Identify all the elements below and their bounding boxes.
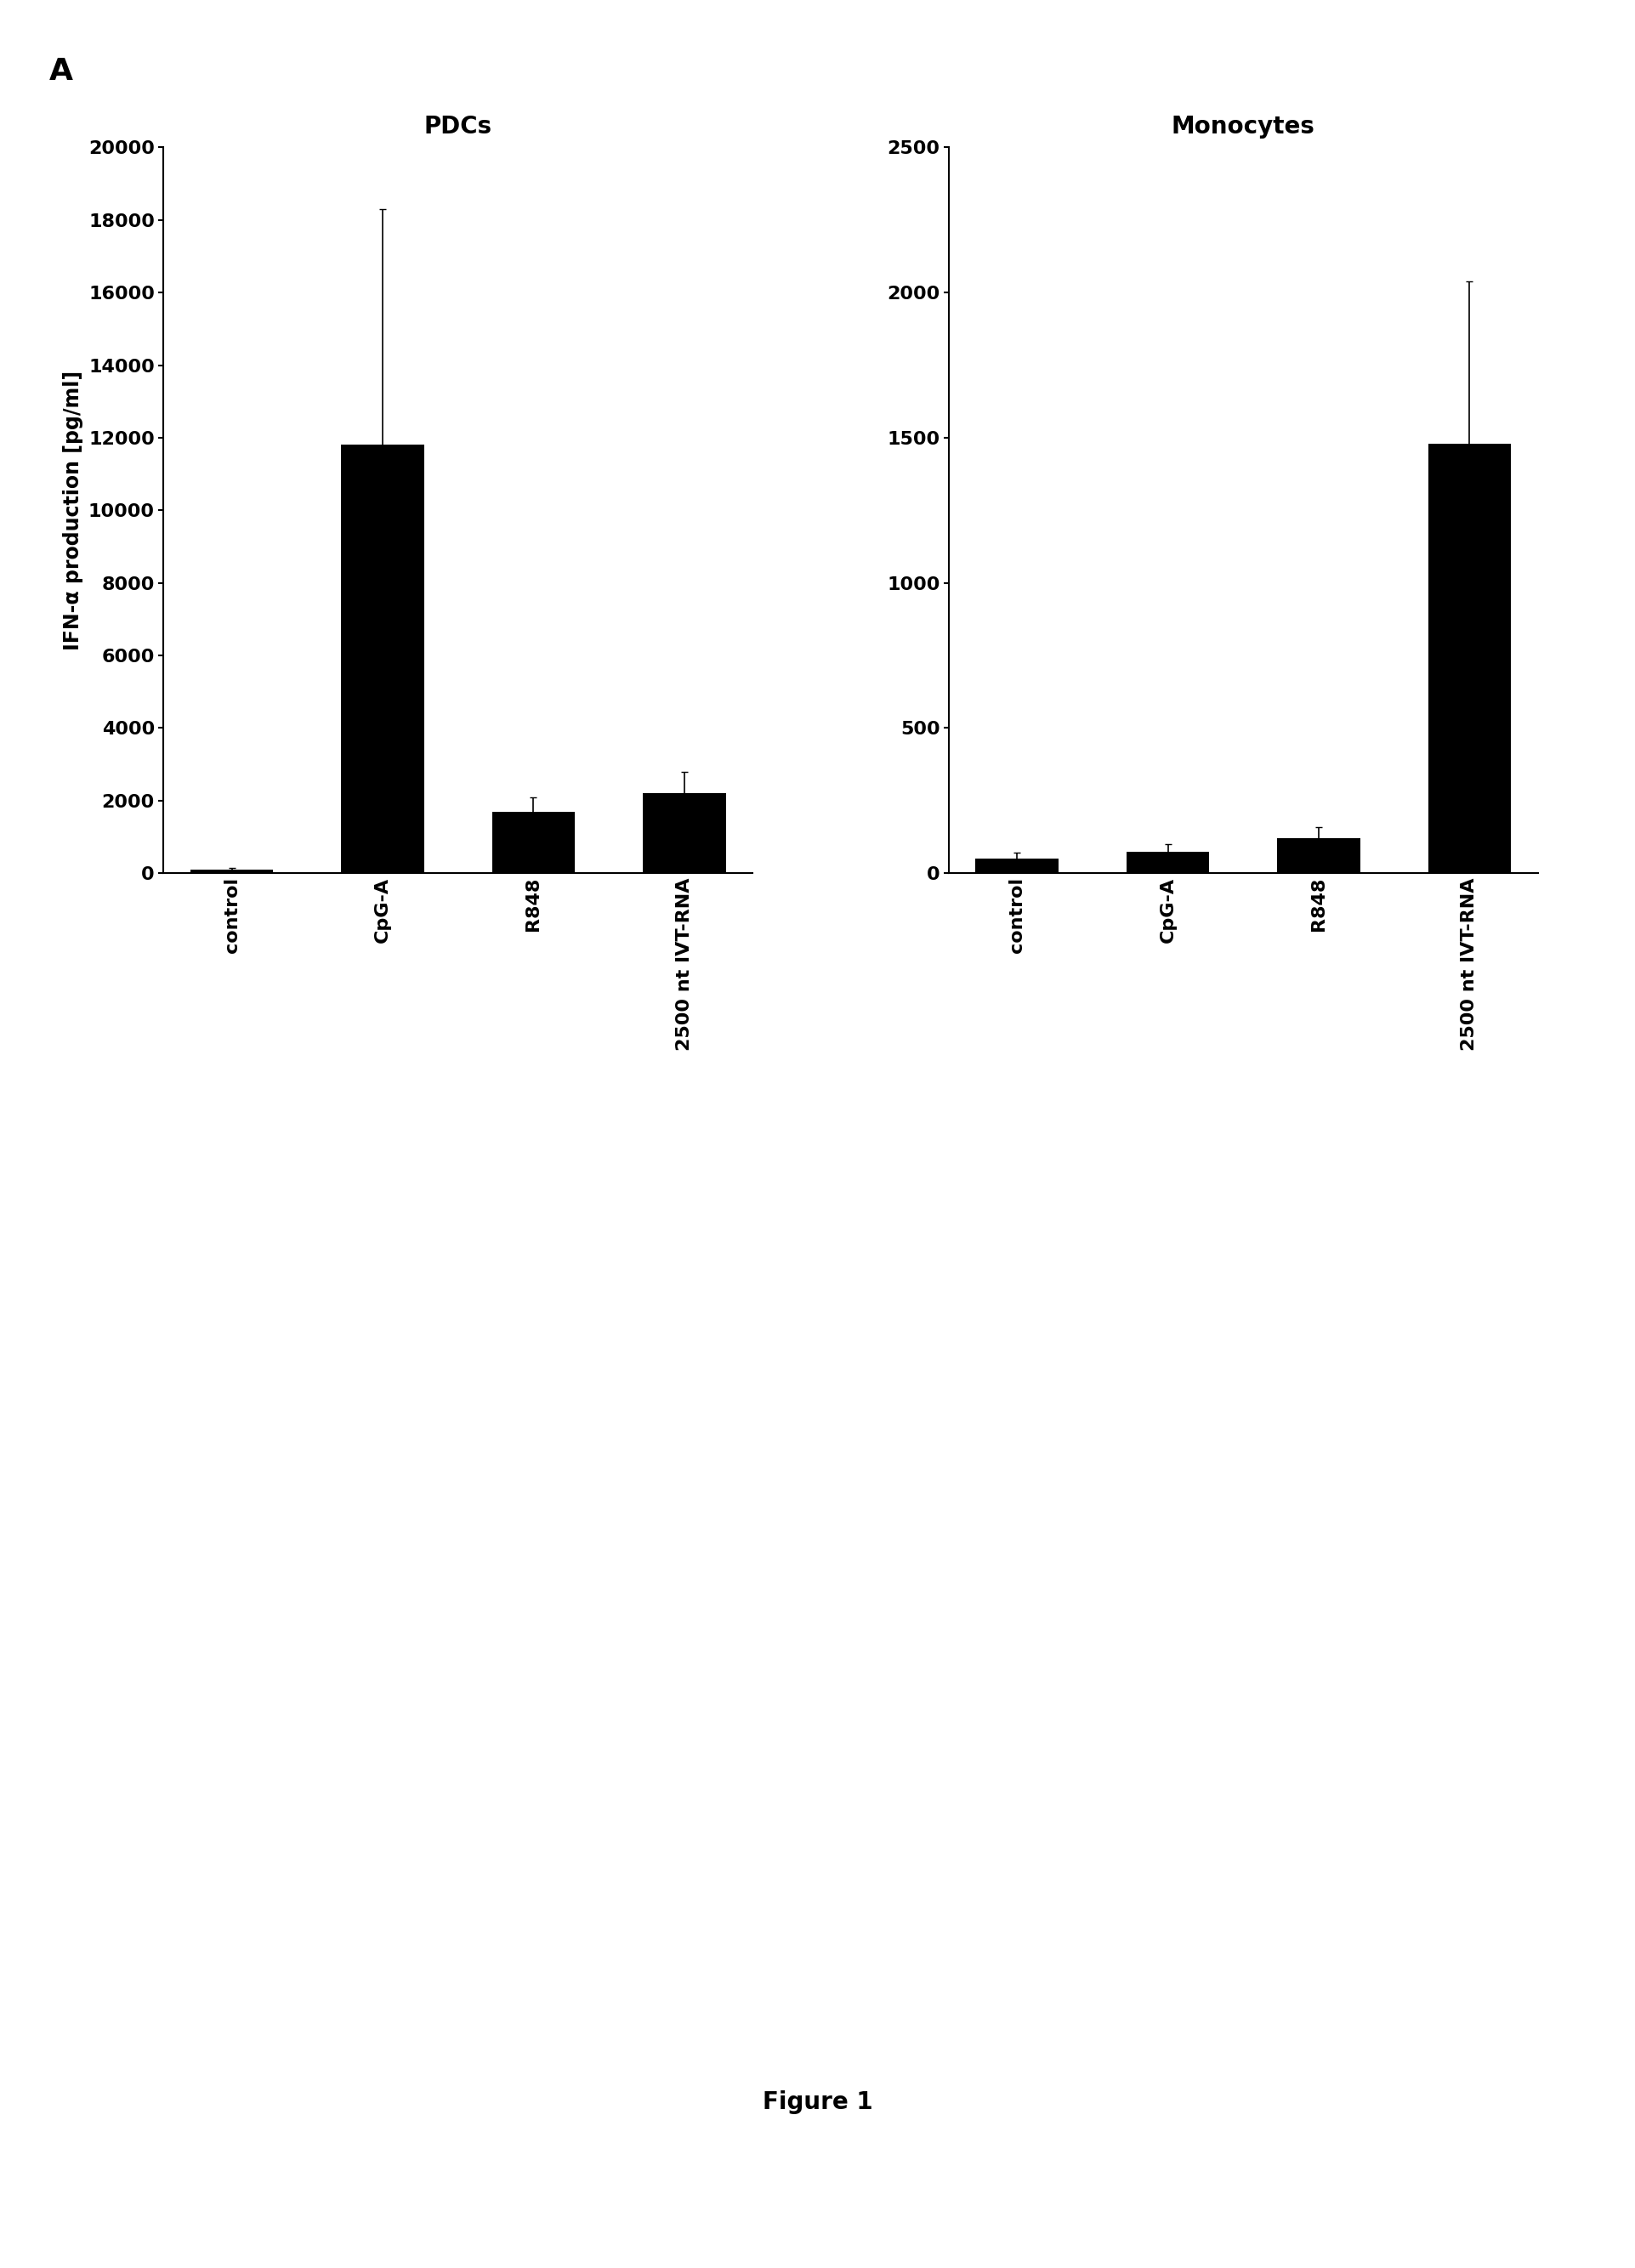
Title: Monocytes: Monocytes (1171, 116, 1315, 138)
Bar (492, 812, 574, 873)
Bar (190, 869, 273, 873)
Title: PDCs: PDCs (423, 116, 492, 138)
Bar (1277, 839, 1359, 873)
Bar (342, 445, 423, 873)
Bar (643, 794, 726, 873)
Text: Figure 1: Figure 1 (762, 2091, 873, 2114)
Bar (974, 860, 1058, 873)
Text: A: A (49, 57, 74, 86)
Bar (1127, 850, 1208, 873)
Bar (1427, 445, 1511, 873)
Y-axis label: IFN-α production [pg/ml]: IFN-α production [pg/ml] (64, 370, 83, 651)
